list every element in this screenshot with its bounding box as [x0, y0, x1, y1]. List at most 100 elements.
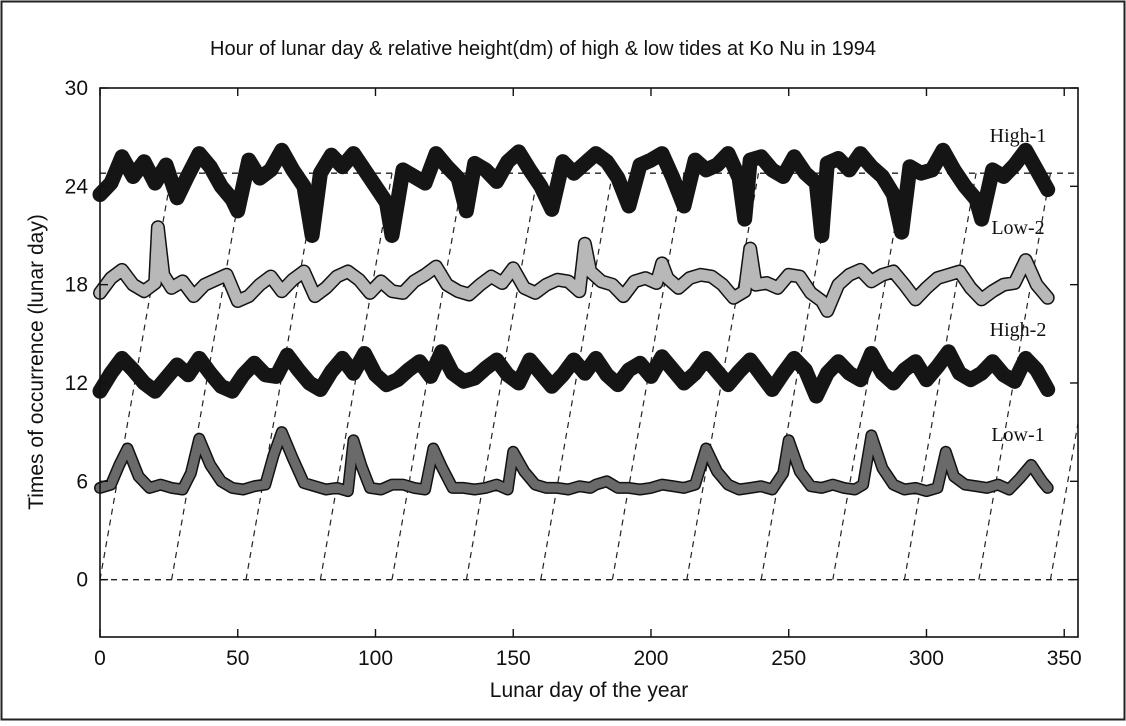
- data-point: [992, 290, 994, 292]
- data-point: [568, 489, 570, 491]
- data-point: [243, 374, 245, 376]
- data-point: [579, 485, 581, 487]
- data-point: [441, 351, 443, 353]
- data-point: [160, 484, 162, 486]
- data-point: [1047, 189, 1049, 191]
- data-point: [535, 484, 537, 486]
- data-point: [705, 448, 707, 450]
- data-point: [771, 169, 773, 171]
- data-point: [760, 485, 762, 487]
- data-point: [518, 382, 520, 384]
- data-point: [424, 182, 426, 184]
- data-point: [336, 487, 338, 489]
- data-point: [110, 277, 112, 279]
- data-point: [953, 476, 955, 478]
- data-point: [468, 294, 470, 296]
- data-point: [220, 386, 222, 388]
- data-point: [325, 489, 327, 491]
- data-point: [945, 451, 947, 453]
- data-point: [716, 471, 718, 473]
- y-tick-label: 24: [65, 175, 89, 198]
- data-point: [512, 268, 514, 270]
- data-point: [882, 372, 884, 374]
- data-point: [127, 448, 129, 450]
- data-point: [821, 300, 823, 302]
- data-point: [975, 199, 977, 201]
- data-point: [254, 485, 256, 487]
- data-point: [749, 359, 751, 361]
- data-point: [237, 210, 239, 212]
- data-point: [645, 277, 647, 279]
- data-point: [176, 364, 178, 366]
- data-point: [827, 163, 829, 165]
- data-point: [705, 169, 707, 171]
- data-point: [281, 150, 283, 152]
- data-point: [182, 489, 184, 491]
- data-point: [650, 487, 652, 489]
- data-point: [292, 169, 294, 171]
- data-point: [749, 487, 751, 489]
- data-point: [342, 358, 344, 360]
- data-point: [942, 150, 944, 152]
- data-point: [154, 390, 156, 392]
- data-point: [782, 472, 784, 474]
- data-point: [821, 487, 823, 489]
- data-point: [738, 489, 740, 491]
- data-point: [964, 484, 966, 486]
- data-point: [143, 290, 145, 292]
- data-point: [529, 169, 531, 171]
- data-point: [805, 369, 807, 371]
- data-point: [259, 177, 261, 179]
- data-point: [524, 287, 526, 289]
- data-point: [849, 169, 851, 171]
- data-point: [190, 472, 192, 474]
- data-point: [474, 163, 476, 165]
- data-point: [937, 366, 939, 368]
- data-point: [827, 372, 829, 374]
- data-point: [667, 277, 669, 279]
- data-point: [143, 382, 145, 384]
- data-point: [540, 372, 542, 374]
- data-point: [639, 363, 641, 365]
- data-point: [926, 379, 928, 381]
- data-point: [110, 372, 112, 374]
- data-point: [749, 159, 751, 161]
- data-point: [320, 172, 322, 174]
- data-point: [138, 476, 140, 478]
- data-point: [452, 372, 454, 374]
- data-point: [854, 489, 856, 491]
- data-point: [590, 487, 592, 489]
- data-point: [402, 169, 404, 171]
- data-point: [694, 159, 696, 161]
- data-point: [380, 281, 382, 283]
- data-point: [452, 487, 454, 489]
- data-point: [309, 382, 311, 384]
- y-tick-label: 30: [65, 77, 88, 100]
- data-point: [628, 205, 630, 207]
- data-point: [606, 374, 608, 376]
- data-point: [303, 186, 305, 188]
- data-point: [793, 156, 795, 158]
- data-point: [1047, 487, 1049, 489]
- data-point: [518, 151, 520, 153]
- data-point: [782, 176, 784, 178]
- data-point: [744, 218, 746, 220]
- data-point: [606, 481, 608, 483]
- data-point: [975, 485, 977, 487]
- data-point: [617, 384, 619, 386]
- data-point: [474, 489, 476, 491]
- data-point: [711, 276, 713, 278]
- data-point: [953, 169, 955, 171]
- data-point: [689, 277, 691, 279]
- data-point: [1025, 150, 1027, 152]
- data-point: [220, 186, 222, 188]
- data-point: [474, 377, 476, 379]
- data-point: [215, 279, 217, 281]
- x-tick-label: 50: [226, 647, 249, 670]
- data-point: [1025, 259, 1027, 261]
- data-point: [926, 490, 928, 492]
- data-point: [375, 374, 377, 376]
- data-point: [1014, 164, 1016, 166]
- data-point: [209, 166, 211, 168]
- data-point: [562, 161, 564, 163]
